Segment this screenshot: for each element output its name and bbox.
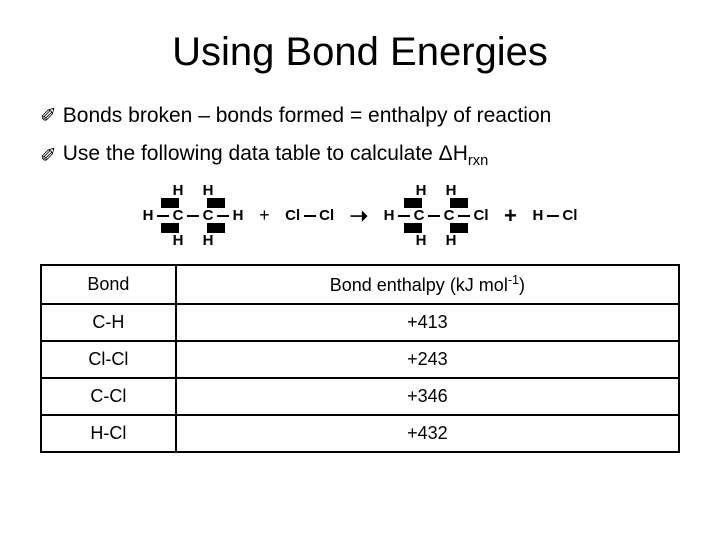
- table-row: C-H +413: [41, 304, 679, 341]
- plus-operator: +: [504, 203, 517, 229]
- atom-h: H: [412, 183, 430, 198]
- molecule-ethane: HH H C C H HH: [139, 183, 247, 248]
- col-bond: Bond: [41, 265, 176, 304]
- plus-operator: +: [259, 205, 270, 226]
- atom-h: H: [169, 183, 187, 198]
- molecule-hcl: H Cl: [529, 208, 581, 223]
- atom-c: C: [199, 208, 217, 223]
- atom-h: H: [199, 183, 217, 198]
- cell-value: +243: [176, 341, 679, 378]
- atom-cl: Cl: [470, 208, 492, 223]
- atom-h: H: [442, 233, 460, 248]
- bullet-2-h: H: [453, 142, 468, 165]
- atom-cl: Cl: [282, 208, 304, 223]
- bullet-1-text: Bonds broken – bonds formed = enthalpy o…: [63, 104, 552, 128]
- atom-h: H: [229, 208, 247, 223]
- molecule-cl2: Cl Cl: [282, 208, 338, 223]
- bullet-2-text: Use the following data table to calculat…: [63, 142, 489, 169]
- bullet-2-prefix: Use the following data table to calculat…: [63, 142, 439, 165]
- bond-energy-table: Bond Bond enthalpy (kJ mol-1) C-H +413 C…: [40, 264, 680, 453]
- table-row: H-Cl +432: [41, 415, 679, 452]
- enthalpy-suffix: ): [519, 275, 525, 295]
- cell-value: +346: [176, 378, 679, 415]
- atom-h: H: [169, 233, 187, 248]
- atom-h: H: [199, 233, 217, 248]
- col-enthalpy: Bond enthalpy (kJ mol-1): [176, 265, 679, 304]
- table-header-row: Bond Bond enthalpy (kJ mol-1): [41, 265, 679, 304]
- bullet-2-sub: rxn: [468, 153, 488, 169]
- cell-bond: C-Cl: [41, 378, 176, 415]
- atom-h: H: [412, 233, 430, 248]
- atom-c: C: [169, 208, 187, 223]
- enthalpy-sup: -1: [508, 273, 519, 287]
- atom-c: C: [440, 208, 458, 223]
- atom-cl: Cl: [316, 208, 338, 223]
- cell-value: +432: [176, 415, 679, 452]
- atom-cl: Cl: [559, 208, 581, 223]
- atom-h: H: [442, 183, 460, 198]
- bullet-2: ✐ Use the following data table to calcul…: [40, 142, 680, 169]
- cell-bond: H-Cl: [41, 415, 176, 452]
- bullet-1: ✐ Bonds broken – bonds formed = enthalpy…: [40, 103, 680, 128]
- table-row: C-Cl +346: [41, 378, 679, 415]
- atom-h: H: [139, 208, 157, 223]
- cell-value: +413: [176, 304, 679, 341]
- swirl-icon: ✐: [40, 103, 57, 128]
- reaction-diagram: HH H C C H HH + Cl Cl ➝ HH H: [40, 183, 680, 248]
- slide: Using Bond Energies ✐ Bonds broken – bon…: [0, 0, 720, 453]
- molecule-chloroethane: HH H C C Cl HH: [380, 183, 492, 248]
- atom-h: H: [529, 208, 547, 223]
- cell-bond: Cl-Cl: [41, 341, 176, 378]
- page-title: Using Bond Energies: [40, 30, 680, 75]
- cell-bond: C-H: [41, 304, 176, 341]
- atom-h: H: [380, 208, 398, 223]
- atom-c: C: [410, 208, 428, 223]
- table-row: Cl-Cl +243: [41, 341, 679, 378]
- arrow-icon: ➝: [350, 203, 368, 229]
- enthalpy-prefix: Bond enthalpy (kJ mol: [330, 275, 508, 295]
- swirl-icon: ✐: [40, 143, 57, 168]
